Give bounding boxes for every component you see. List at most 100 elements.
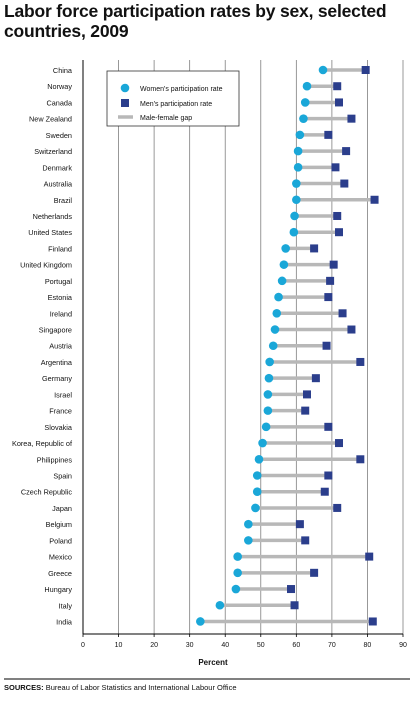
women-marker	[264, 373, 274, 383]
source-text: Bureau of Labor Statistics and Internati…	[45, 683, 237, 692]
men-marker	[347, 114, 356, 123]
men-marker	[331, 163, 340, 172]
men-marker	[322, 341, 331, 350]
women-marker	[272, 309, 282, 318]
men-marker	[303, 390, 311, 399]
men-marker	[287, 585, 295, 594]
women-marker	[244, 536, 253, 545]
men-marker	[335, 228, 343, 237]
x-axis-label: Percent	[198, 658, 228, 667]
women-marker	[215, 600, 225, 610]
x-tick-label: 40	[221, 642, 229, 649]
x-tick-label: 70	[328, 642, 336, 649]
category-label: Germany	[42, 374, 72, 383]
women-marker	[295, 130, 305, 140]
men-marker	[338, 309, 347, 318]
men-marker	[324, 471, 333, 480]
men-marker	[365, 552, 374, 561]
category-label: France	[49, 407, 72, 416]
women-marker	[270, 325, 280, 334]
men-marker	[342, 147, 351, 156]
category-label: Netherlands	[33, 212, 73, 221]
x-tick-label: 60	[292, 642, 300, 649]
x-tick-label: 20	[150, 642, 158, 649]
women-marker	[299, 114, 308, 123]
women-marker	[231, 584, 241, 594]
category-label: Israel	[54, 390, 72, 399]
category-label: Portugal	[45, 277, 73, 286]
category-label: Denmark	[42, 163, 72, 172]
men-marker	[361, 66, 370, 74]
chart-title: Labor force participation rates by sex, …	[4, 1, 387, 41]
women-marker	[290, 211, 299, 221]
category-label: India	[56, 617, 73, 626]
category-label: Czech Republic	[21, 488, 72, 497]
men-marker	[295, 520, 304, 529]
legend-men-marker	[121, 99, 129, 107]
category-label: Sweden	[46, 131, 72, 140]
women-marker	[289, 227, 299, 237]
x-tick-label: 80	[364, 642, 372, 649]
women-marker	[258, 438, 267, 448]
men-marker	[311, 374, 320, 383]
category-label: Italy	[59, 601, 73, 610]
men-marker	[368, 617, 377, 626]
category-label: Mexico	[49, 553, 72, 562]
men-marker	[333, 503, 342, 512]
women-marker	[252, 487, 262, 497]
women-marker	[251, 503, 260, 513]
men-marker	[347, 325, 356, 334]
men-marker	[324, 130, 333, 139]
women-marker	[293, 163, 303, 172]
category-label: Japan	[52, 504, 72, 513]
men-marker	[301, 536, 310, 545]
category-label: Hungary	[44, 585, 72, 594]
men-marker	[320, 487, 329, 496]
men-marker	[333, 211, 342, 220]
men-marker	[335, 439, 343, 448]
source-label: SOURCES:	[4, 683, 44, 692]
category-label: Philippines	[37, 455, 73, 464]
men-marker	[326, 276, 335, 285]
men-marker	[310, 568, 319, 577]
women-marker	[268, 341, 278, 351]
category-label: Canada	[46, 98, 73, 107]
category-label: Belgium	[46, 520, 72, 529]
legend-label: Men's participation rate	[140, 101, 212, 108]
men-marker	[333, 82, 342, 91]
category-label: Finland	[48, 244, 72, 253]
women-marker	[252, 471, 262, 480]
men-marker	[335, 98, 343, 107]
men-marker	[290, 601, 299, 610]
category-label: Brazil	[54, 196, 73, 205]
men-marker	[324, 422, 333, 431]
women-marker	[244, 519, 253, 529]
category-label: Poland	[49, 536, 72, 545]
category-label: United States	[28, 228, 72, 237]
x-tick-label: 0	[81, 642, 85, 649]
women-marker	[277, 276, 287, 286]
women-marker	[302, 81, 312, 91]
x-tick-label: 10	[115, 642, 123, 649]
category-label: Argentina	[41, 358, 73, 367]
men-marker	[370, 195, 379, 204]
men-marker	[356, 357, 365, 366]
category-label: New Zealand	[29, 115, 72, 124]
women-marker	[279, 260, 289, 269]
women-marker	[196, 617, 205, 626]
category-label: Spain	[53, 472, 72, 481]
category-label: China	[53, 66, 73, 75]
source-note: SOURCES: Bureau of Labor Statistics and …	[4, 683, 410, 693]
men-marker	[310, 244, 319, 253]
category-label: Korea, Republic of	[12, 439, 73, 448]
category-label: Singapore	[39, 326, 72, 335]
x-tick-label: 90	[399, 642, 407, 649]
women-marker	[261, 422, 271, 432]
women-marker	[292, 195, 301, 205]
women-marker	[318, 65, 328, 75]
category-label: Ireland	[50, 309, 72, 318]
category-label: Norway	[47, 82, 72, 91]
women-marker	[300, 98, 310, 107]
category-label: Greece	[48, 569, 72, 578]
